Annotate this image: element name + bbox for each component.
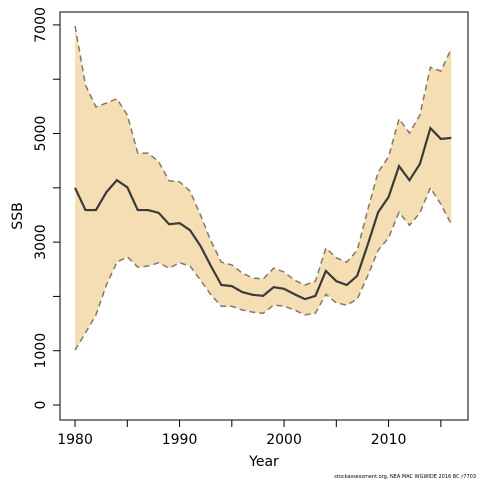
x-tick-label: 2010	[371, 432, 407, 448]
y-tick-label: 1000	[33, 333, 49, 369]
plot-frame	[59, 11, 469, 421]
x-tick-label: 2000	[266, 432, 302, 448]
x-tick-label: 1980	[57, 432, 93, 448]
annotation: stockassessment.org, NEA MAC WGWIDE 2016…	[334, 474, 476, 480]
y-axis-label: SSB	[10, 202, 26, 229]
x-tick-label: 1990	[162, 432, 198, 448]
y-tick-label: 0	[33, 401, 49, 410]
lower-bound	[74, 186, 452, 351]
y-tick-label: 5000	[33, 116, 49, 152]
upper-bound	[74, 25, 452, 286]
x-axis-label: Year	[248, 454, 279, 470]
confidence-band	[75, 26, 452, 351]
y-tick-label: 7000	[33, 7, 49, 43]
y-tick-label: 3000	[33, 224, 49, 260]
ssb-line	[74, 125, 452, 301]
